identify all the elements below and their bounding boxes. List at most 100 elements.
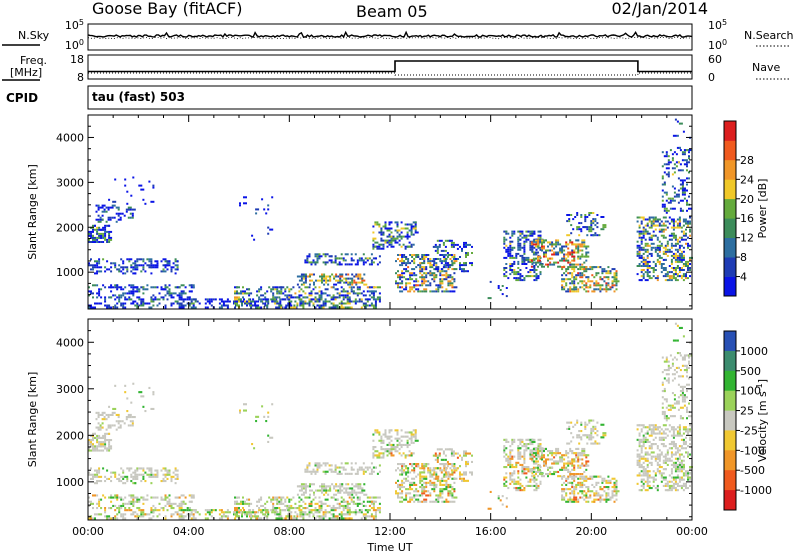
power-cell	[651, 239, 653, 241]
power-cell	[443, 278, 447, 280]
velocity-cell	[641, 464, 643, 466]
velocity-cell	[272, 507, 274, 509]
velocity-cell	[423, 463, 425, 465]
velocity-cell	[541, 450, 543, 452]
power-cell	[537, 246, 539, 248]
velocity-cell	[449, 448, 453, 450]
velocity-cell	[403, 463, 405, 465]
power-cell	[513, 261, 515, 263]
power-cell	[274, 303, 276, 305]
velocity-cell	[431, 501, 435, 503]
power-cell	[335, 305, 339, 307]
power-cell	[447, 268, 449, 270]
power-cell	[425, 272, 427, 274]
power-cell	[639, 263, 641, 265]
velocity-cell	[315, 464, 317, 466]
power-cell	[389, 236, 391, 238]
power-cell	[507, 277, 509, 279]
power-cell	[185, 292, 187, 294]
velocity-cell	[254, 513, 256, 515]
velocity-cell	[580, 430, 582, 432]
power-cell	[413, 290, 415, 292]
velocity-cell	[337, 499, 339, 501]
power-cell	[663, 237, 665, 239]
power-cell	[102, 211, 106, 213]
power-cell	[102, 237, 104, 239]
power-cell	[577, 248, 579, 250]
velocity-cell	[341, 515, 343, 517]
velocity-cell	[421, 486, 423, 488]
power-cell	[96, 227, 98, 229]
velocity-cell	[565, 484, 567, 486]
power-cell	[673, 245, 675, 247]
velocity-cell	[593, 486, 595, 488]
power-cell	[163, 296, 165, 298]
power-cell	[274, 298, 276, 300]
velocity-cell	[185, 503, 187, 505]
velocity-cell	[511, 472, 515, 474]
velocity-cell	[112, 472, 116, 474]
velocity-cell	[146, 467, 148, 469]
power-cell	[616, 278, 618, 280]
power-cell	[523, 277, 525, 279]
velocity-cell	[341, 511, 343, 513]
velocity-cell	[405, 436, 409, 438]
power-cell	[262, 298, 264, 300]
power-cell	[417, 256, 419, 258]
power-cell	[167, 298, 169, 300]
power-cell	[447, 254, 451, 256]
velocity-cell	[347, 483, 349, 485]
velocity-cell	[449, 501, 451, 503]
power-cell	[169, 294, 171, 296]
velocity-cell	[423, 501, 427, 503]
velocity-cell	[122, 478, 124, 480]
velocity-cell	[345, 505, 347, 507]
beam-title: Beam 05	[356, 2, 428, 21]
power-cell	[577, 272, 579, 274]
velocity-cell	[339, 467, 341, 469]
velocity-cell	[577, 458, 579, 460]
power-cell	[102, 284, 104, 286]
power-cell	[594, 224, 596, 226]
velocity-cell	[122, 517, 124, 519]
power-cell	[577, 282, 579, 284]
velocity-cell	[319, 511, 321, 513]
power-cell	[375, 290, 377, 292]
velocity-cell	[463, 474, 467, 476]
power-cell	[677, 227, 681, 229]
power-cell	[541, 239, 543, 241]
velocity-cell	[585, 494, 587, 496]
power-cell	[355, 274, 357, 276]
power-cell	[637, 247, 639, 249]
velocity-cell	[451, 501, 455, 503]
velocity-cell	[148, 517, 152, 519]
power-cell	[571, 266, 575, 268]
velocity-cell	[126, 418, 128, 420]
velocity-cell	[559, 456, 563, 458]
velocity-cell	[110, 427, 112, 429]
velocity-cell	[653, 481, 655, 483]
power-cell	[503, 267, 507, 269]
power-cell	[599, 286, 601, 288]
power-cell	[427, 258, 429, 260]
power-cell	[132, 209, 136, 211]
power-cell	[411, 256, 413, 258]
power-cell	[506, 287, 508, 289]
power-cell	[571, 276, 573, 278]
power-cell	[325, 276, 327, 278]
power-cell	[682, 153, 686, 155]
power-cell	[375, 307, 377, 309]
velocity-cell	[443, 501, 445, 503]
power-cell	[657, 225, 659, 227]
velocity-cell	[433, 486, 437, 488]
power-cell	[140, 301, 144, 303]
velocity-cell	[126, 397, 128, 399]
power-cell	[639, 225, 641, 227]
velocity-cell	[443, 474, 445, 476]
power-cell	[459, 246, 461, 248]
power-cell	[678, 202, 680, 204]
power-cell	[88, 264, 92, 266]
power-cell	[267, 208, 269, 210]
velocity-cell	[323, 487, 327, 489]
